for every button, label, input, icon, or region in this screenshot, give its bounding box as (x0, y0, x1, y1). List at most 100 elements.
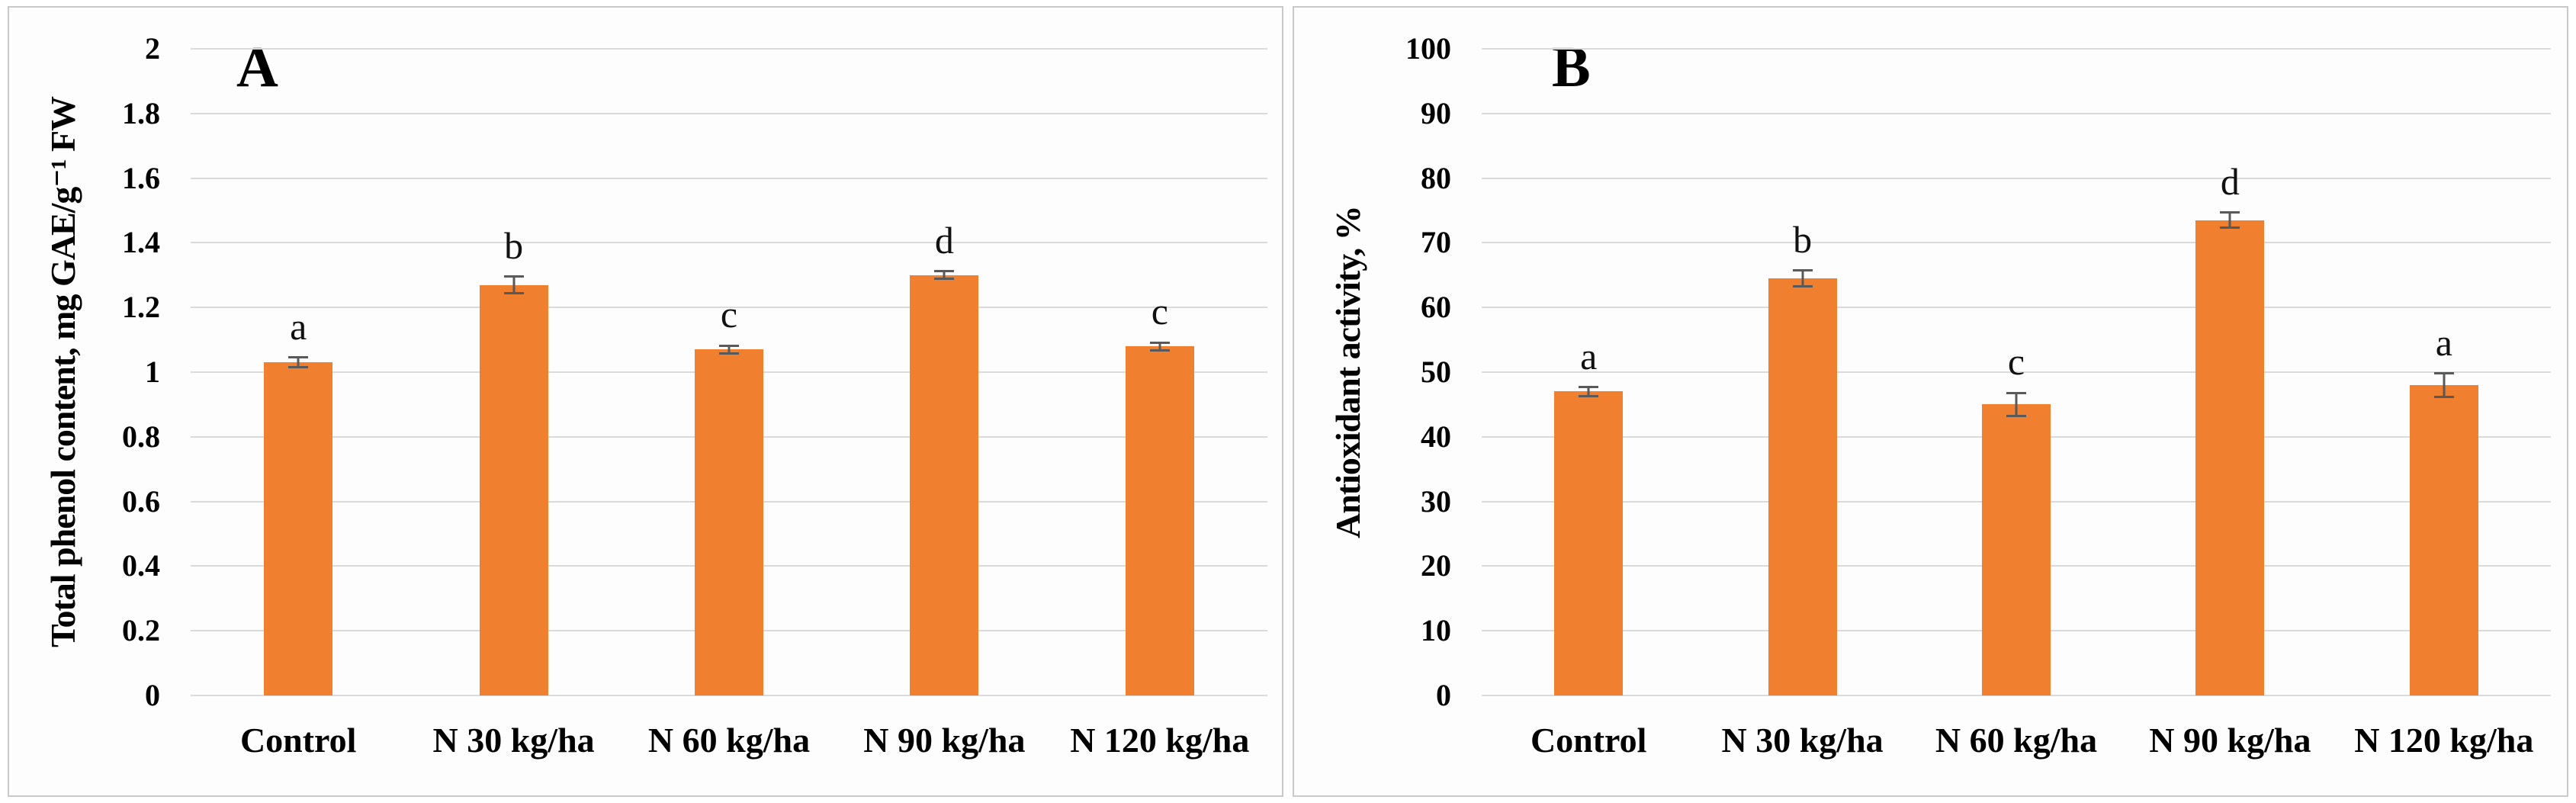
y-axis-tick-label: 50 (1421, 355, 1451, 389)
gridline (191, 242, 1267, 244)
gridline (1482, 695, 2551, 696)
y-axis-tick-label: 70 (1421, 225, 1451, 260)
y-axis-tick-label: 1.4 (122, 225, 160, 260)
significance-letter: a (1580, 334, 1598, 377)
bar-control (264, 362, 333, 695)
error-bar (1801, 270, 1804, 287)
significance-letter: a (290, 304, 307, 348)
x-axis-category-label: Control (1530, 721, 1647, 760)
x-axis-category-label: N 90 kg/ha (863, 721, 1026, 760)
bar-n-30-kg-ha (1768, 278, 1837, 695)
error-bar-cap (503, 275, 524, 278)
panel-b-letter: B (1552, 35, 1591, 99)
error-bar-cap (1149, 349, 1170, 352)
error-bar-cap (2220, 211, 2240, 214)
bar-n-60-kg-ha (1982, 404, 2051, 695)
gridline (1482, 48, 2551, 50)
panel-b: B Antioxidant activity, % 0 10 20 30 40 50 60 7… (1293, 6, 2568, 797)
error-bar (1158, 342, 1161, 351)
panel-a-plot-area: 0 0.2 0.4 0.6 0.8 1 1.2 1.4 1.6 1.8 2 a Control b N 30… (122, 34, 1267, 758)
error-bar-cap (1579, 394, 1599, 397)
y-axis-tick-label: 20 (1421, 548, 1451, 583)
error-bar (2228, 212, 2231, 228)
y-axis-tick-label: 60 (1421, 290, 1451, 325)
error-bar-cap (1792, 269, 1813, 272)
y-axis-tick-label: 0.8 (122, 419, 160, 454)
y-axis-tick-label: 40 (1421, 419, 1451, 454)
x-axis-category-label: N 120 kg/ha (2354, 721, 2534, 760)
error-bar (728, 345, 731, 354)
gridline (1482, 371, 2551, 373)
y-axis-tick-label: 1 (145, 355, 160, 389)
bar-n-90-kg-ha (910, 275, 979, 695)
error-bar (297, 357, 300, 368)
bar-n-90-kg-ha (2195, 220, 2265, 695)
x-axis-category-label: N 30 kg/ha (1721, 721, 1884, 760)
y-axis-tick-label: 1.8 (122, 95, 160, 130)
error-bar (2015, 393, 2018, 416)
error-bar-cap (288, 356, 309, 359)
y-axis-tick-label: 80 (1421, 160, 1451, 195)
gridline (191, 48, 1267, 50)
error-bar-cap (1792, 284, 1813, 287)
x-axis-category-label: N 60 kg/ha (647, 721, 811, 760)
error-bar-cap (719, 352, 739, 355)
significance-letter: d (934, 218, 954, 262)
y-axis-tick-label: 1.6 (122, 160, 160, 195)
error-bar-cap (2433, 372, 2454, 375)
error-bar-cap (2006, 415, 2026, 418)
y-axis-tick-label: 100 (1405, 31, 1451, 66)
gridline (1482, 177, 2551, 179)
y-axis-tick-label: 0 (145, 678, 160, 712)
y-axis-tick-label: 30 (1421, 483, 1451, 519)
significance-letter: b (504, 223, 524, 267)
error-bar-cap (1149, 341, 1170, 344)
gridline (191, 307, 1267, 309)
x-axis-category-label: N 60 kg/ha (1935, 721, 2098, 760)
bar-n-120-kg-ha (1125, 346, 1194, 695)
bar-control (1554, 391, 1624, 695)
y-axis-tick-label: 10 (1421, 613, 1451, 648)
x-axis-category-label: N 120 kg/ha (1070, 721, 1250, 760)
y-axis-tick-label: 0 (1436, 678, 1451, 712)
error-bar-cap (2433, 395, 2454, 398)
bar-n-30-kg-ha (479, 284, 548, 695)
significance-letter: c (1151, 290, 1168, 332)
x-axis-category-label: Control (239, 721, 357, 760)
error-bar (943, 271, 946, 279)
gridline (191, 695, 1267, 696)
error-bar (1587, 387, 1590, 397)
y-axis-tick-label: 1.2 (122, 290, 160, 325)
panel-a-letter: A (236, 35, 278, 99)
significance-letter: b (1793, 217, 1813, 261)
gridline (191, 177, 1267, 179)
y-axis-tick-label: 2 (145, 31, 160, 66)
error-bar-cap (288, 366, 309, 369)
y-axis-tick-label: 0.2 (122, 613, 160, 648)
gridline (191, 112, 1267, 114)
y-axis-tick-label: 90 (1421, 95, 1451, 130)
gridline (1482, 242, 2551, 244)
significance-letter: c (720, 293, 738, 336)
significance-letter: a (2435, 320, 2452, 364)
bar-n-120-kg-ha (2409, 384, 2478, 695)
gridline (1482, 112, 2551, 114)
panel-b-plot-area: 0 10 20 30 40 50 60 70 80 90 100 a Control b N 30 kg/h… (1405, 34, 2551, 758)
y-axis-tick-label: 0.4 (122, 548, 160, 583)
error-bar-cap (934, 270, 955, 273)
x-axis-category-label: N 90 kg/ha (2149, 721, 2311, 760)
error-bar-cap (2220, 226, 2240, 230)
x-axis-category-label: N 30 kg/ha (432, 721, 595, 760)
error-bar-cap (503, 291, 524, 294)
significance-letter: c (2007, 340, 2025, 384)
error-bar-cap (719, 344, 739, 347)
error-bar (2443, 373, 2446, 397)
error-bar-cap (2006, 391, 2026, 394)
error-bar-cap (1579, 386, 1599, 389)
y-axis-tick-label: 0.6 (122, 483, 160, 519)
error-bar (512, 276, 516, 294)
bar-n-60-kg-ha (695, 349, 763, 695)
gridline (1482, 307, 2551, 309)
